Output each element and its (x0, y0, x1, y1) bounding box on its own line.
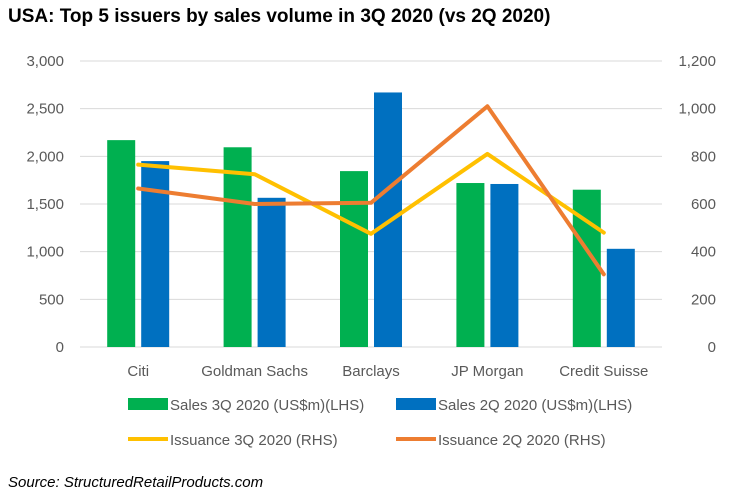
x-tick-label: JP Morgan (451, 363, 523, 380)
legend-swatch (396, 398, 436, 410)
x-tick-label: Barclays (342, 363, 400, 380)
y-left-tick-label: 3,000 (26, 53, 64, 70)
y-left-tick-label: 1,500 (26, 196, 64, 213)
x-axis-categories: Citi Goldman Sachs Barclays JP Morgan Credit… (127, 363, 648, 380)
bar (223, 147, 252, 347)
bar (456, 183, 485, 347)
y-left-tick-label: 2,000 (26, 148, 64, 165)
y-axis-right: 0 200 400 600 800 1,000 1,200 (678, 53, 716, 356)
chart-title: USA: Top 5 issuers by sales volume in 3Q… (8, 6, 551, 27)
legend-label: Issuance 3Q 2020 (RHS) (170, 432, 338, 449)
legend: Sales 3Q 2020 (US$m)(LHS) Sales 2Q 2020 (… (128, 397, 632, 449)
legend-label: Sales 2Q 2020 (US$m)(LHS) (438, 397, 632, 414)
bar (490, 183, 519, 347)
y-right-tick-label: 200 (691, 291, 716, 308)
legend-swatch (128, 398, 168, 410)
bar (107, 140, 136, 347)
source-note: Source: StructuredRetailProducts.com (8, 474, 264, 491)
line-series (136, 104, 606, 277)
y-right-tick-label: 600 (691, 196, 716, 213)
bar-series (107, 92, 635, 348)
y-left-tick-label: 1,000 (26, 244, 64, 261)
y-left-tick-label: 2,500 (26, 101, 64, 118)
y-right-tick-label: 800 (691, 148, 716, 165)
x-tick-label: Citi (127, 363, 149, 380)
bar (606, 248, 635, 347)
y-left-tick-label: 500 (39, 291, 64, 308)
y-right-tick-label: 400 (691, 244, 716, 261)
y-axis-left: 0 500 1,000 1,500 2,000 2,500 3,000 (26, 53, 64, 356)
x-tick-label: Credit Suisse (559, 363, 648, 380)
x-tick-label: Goldman Sachs (201, 363, 308, 380)
legend-label: Issuance 2Q 2020 (RHS) (438, 432, 606, 449)
y-right-tick-label: 0 (708, 339, 716, 356)
series-line (136, 104, 606, 277)
series-line (136, 151, 606, 236)
legend-label: Sales 3Q 2020 (US$m)(LHS) (170, 397, 364, 414)
bar (257, 197, 286, 347)
y-left-tick-label: 0 (56, 339, 64, 356)
y-right-tick-label: 1,200 (678, 53, 716, 70)
bar (340, 171, 368, 347)
y-right-tick-label: 1,000 (678, 101, 716, 118)
